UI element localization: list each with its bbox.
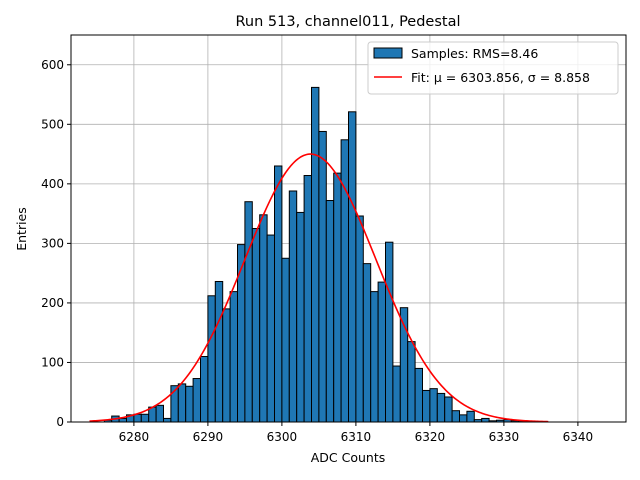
legend-fit-label: Fit: μ = 6303.856, σ = 8.858: [411, 70, 590, 85]
histogram-bar: [355, 215, 364, 423]
histogram-bar: [466, 410, 475, 423]
y-tick-label: 500: [41, 117, 64, 131]
fit-curve-layer: [89, 153, 549, 423]
histogram-bar: [429, 388, 438, 423]
y-tick-label: 100: [41, 355, 64, 369]
histogram-bar: [222, 308, 231, 423]
histogram-bar: [325, 200, 335, 423]
histogram-bar: [407, 341, 416, 423]
histogram-bar: [451, 410, 461, 423]
histogram-bar: [296, 211, 305, 423]
y-tick-label: 400: [41, 177, 64, 191]
x-tick-label: 6280: [119, 430, 150, 444]
legend: Samples: RMS=8.46 Fit: μ = 6303.856, σ =…: [367, 41, 619, 95]
y-tick-label: 0: [56, 415, 64, 429]
histogram-bar: [155, 404, 165, 423]
histogram-bar: [348, 111, 357, 423]
x-axis-label: ADC Counts: [311, 450, 386, 465]
histogram-bar: [229, 291, 239, 423]
histogram-bar: [274, 165, 283, 423]
y-axis-label: Entries: [14, 207, 29, 251]
plot-frame: [70, 34, 627, 423]
histogram-bar: [303, 175, 313, 423]
histogram-bar: [444, 396, 453, 423]
histogram-bar: [288, 190, 298, 423]
histogram-bar: [422, 389, 431, 423]
histogram-bars: [103, 86, 527, 423]
histogram-bar: [177, 383, 187, 423]
x-tick-label: 6310: [341, 430, 372, 444]
histogram-bar: [377, 281, 387, 423]
y-axis-ticks: 0 100 200 300 400 500 600: [41, 58, 71, 429]
y-tick-label: 300: [41, 236, 64, 250]
histogram-bar: [436, 392, 446, 423]
histogram-bar: [385, 241, 394, 423]
x-tick-label: 6320: [415, 430, 446, 444]
chart-title: Run 513, channel011, Pedestal: [235, 14, 460, 30]
histogram-bar: [118, 417, 127, 423]
histogram-bar: [311, 86, 320, 423]
histogram-bar: [185, 385, 194, 423]
histogram-bar: [200, 356, 209, 423]
histogram-bar: [362, 263, 372, 423]
x-tick-label: 6330: [489, 430, 520, 444]
histogram-bar: [333, 172, 342, 423]
histogram-bar: [318, 130, 327, 423]
x-tick-label: 6300: [267, 430, 298, 444]
histogram-bar: [192, 378, 202, 423]
x-tick-label: 6290: [193, 430, 224, 444]
y-tick-label: 600: [41, 58, 64, 72]
histogram-bar: [163, 417, 172, 423]
histogram-bar: [140, 413, 150, 423]
legend-box: [367, 41, 619, 95]
histogram-bar: [259, 214, 268, 423]
x-tick-label: 6340: [563, 430, 594, 444]
histogram-bar: [251, 228, 261, 423]
y-tick-label: 200: [41, 296, 64, 310]
fit-curve: [89, 153, 549, 423]
histogram-bar: [370, 291, 379, 423]
legend-histogram-label: Samples: RMS=8.46: [411, 46, 538, 61]
histogram-bar: [281, 257, 290, 423]
histogram-bar: [133, 413, 142, 423]
histogram-bar: [340, 139, 350, 423]
histogram-bar: [237, 244, 246, 423]
x-axis-ticks: 6280 6290 6300 6310 6320 6330 6340: [119, 422, 594, 444]
histogram-bar: [266, 234, 276, 423]
histogram-bar: [207, 295, 216, 423]
histogram-bar: [214, 280, 224, 423]
histogram-bar: [459, 414, 468, 423]
histogram-bar: [244, 201, 253, 423]
histogram-bar: [414, 367, 424, 423]
histogram-bar: [392, 365, 401, 423]
legend-histogram-swatch: [373, 47, 403, 59]
histogram-bar: [481, 417, 490, 423]
